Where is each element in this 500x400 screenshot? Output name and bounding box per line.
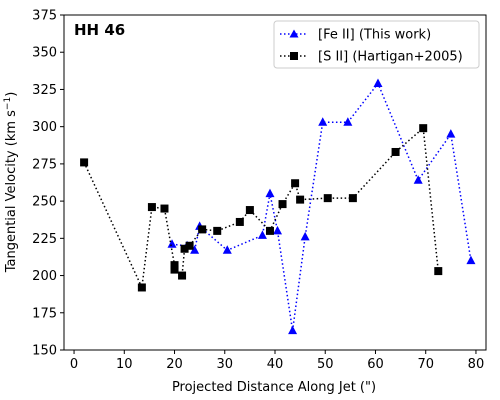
data-point-square xyxy=(137,283,146,292)
data-point-square xyxy=(170,261,179,270)
data-point-triangle xyxy=(413,175,423,184)
y-tick-label: 300 xyxy=(32,120,57,135)
y-tick-label: 325 xyxy=(32,83,57,98)
y-tick-label: 250 xyxy=(32,195,57,210)
data-point-triangle xyxy=(300,231,310,241)
legend-entry-fe: [Fe II] (This work) xyxy=(318,28,431,43)
data-point-square xyxy=(434,267,443,276)
series-1 xyxy=(80,124,443,292)
data-point-square xyxy=(296,195,305,204)
legend-entry-s: [S II] (Hartigan+2005) xyxy=(318,50,463,65)
data-point-square xyxy=(265,226,274,235)
data-point-triangle xyxy=(257,230,267,239)
data-point-triangle xyxy=(265,188,275,198)
series-0 xyxy=(167,78,476,335)
y-axis-label-main: Tangential Velocity (km s xyxy=(4,110,19,273)
y-axis-label: Tangential Velocity (km s−1) xyxy=(3,92,19,274)
x-tick-label: 10 xyxy=(116,357,133,372)
data-point-square xyxy=(235,217,244,226)
legend: [Fe II] (This work) [S II] (Hartigan+200… xyxy=(273,20,480,69)
series-line xyxy=(83,126,440,291)
data-point-square xyxy=(391,147,400,156)
data-point-square xyxy=(245,206,254,215)
data-point-square xyxy=(170,265,179,274)
y-tick-label: 275 xyxy=(32,157,57,172)
data-point-square xyxy=(185,241,194,250)
x-axis-label: Projected Distance Along Jet (") xyxy=(172,380,376,395)
y-tick-label: 350 xyxy=(32,46,57,61)
data-point-square xyxy=(213,226,222,235)
data-point-square xyxy=(160,204,169,213)
data-point-square xyxy=(147,203,156,212)
x-tick-label: 70 xyxy=(417,357,434,372)
x-tick-label: 40 xyxy=(267,357,284,372)
axis-ticks: 0 10 20 30 40 50 60 70 80 150 175 200 225 250 275 300 32… xyxy=(32,9,484,373)
data-point-triangle xyxy=(318,117,328,126)
data-point-square xyxy=(80,158,89,167)
y-tick-label: 225 xyxy=(32,232,57,247)
data-point-square xyxy=(419,124,428,133)
series-line xyxy=(171,82,472,331)
legend-box xyxy=(273,20,480,69)
data-point-triangle xyxy=(273,225,283,235)
data-point-square xyxy=(278,200,287,209)
data-point-square xyxy=(348,194,357,203)
data-point-square xyxy=(178,271,187,280)
x-tick-label: 20 xyxy=(166,357,183,372)
x-tick-label: 60 xyxy=(367,357,384,372)
legend-marker-fe xyxy=(289,29,299,38)
data-point-triangle xyxy=(343,117,353,126)
x-tick-label: 30 xyxy=(216,357,233,372)
x-tick-label: 0 xyxy=(70,357,78,372)
y-axis-label-superscript: −1 xyxy=(3,97,13,110)
data-point-square xyxy=(198,225,207,234)
data-point-square xyxy=(291,179,300,188)
data-point-triangle xyxy=(373,78,383,87)
data-point-triangle xyxy=(288,325,298,335)
data-point-triangle xyxy=(167,239,177,248)
y-tick-label: 375 xyxy=(32,9,57,24)
data-point-triangle xyxy=(466,255,476,265)
y-axis-label-close: ) xyxy=(4,92,19,97)
x-tick-label: 80 xyxy=(468,357,485,372)
series-layer xyxy=(80,78,476,335)
x-tick-label: 50 xyxy=(317,357,334,372)
data-point-square xyxy=(180,244,189,253)
data-point-triangle xyxy=(446,129,456,138)
y-tick-label: 150 xyxy=(32,344,57,359)
data-point-triangle xyxy=(222,245,232,254)
y-tick-label: 175 xyxy=(32,306,57,321)
y-tick-label: 200 xyxy=(32,269,57,284)
data-point-square xyxy=(323,194,332,203)
legend-marker-s xyxy=(290,52,298,60)
chart-title: HH 46 xyxy=(74,21,125,39)
data-point-triangle xyxy=(190,245,200,254)
